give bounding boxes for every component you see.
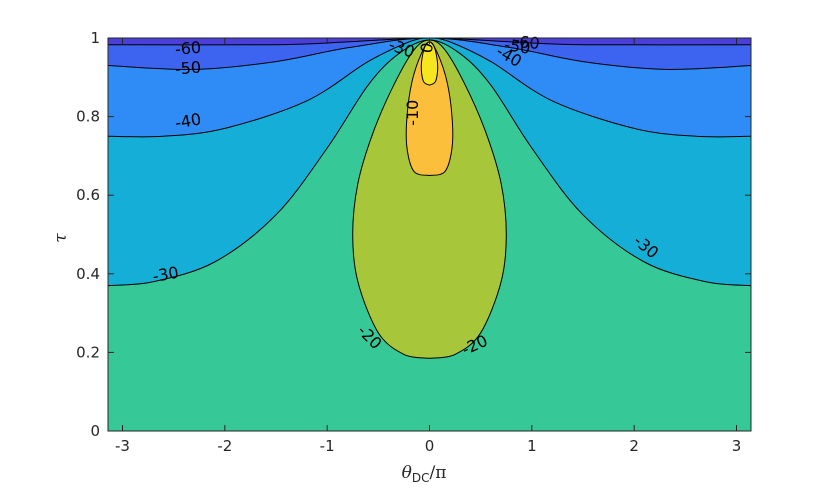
region-below-minus60 [108,38,751,45]
y-tick-label: 0.6 [76,186,100,204]
contour-label: -60 [174,38,202,59]
region-minus60-minus50 [108,38,751,70]
contour-line-minus60 [108,38,751,46]
y-tick-label: 0.2 [76,343,100,361]
x-axis-title-symbol: θ [402,463,412,483]
region-above-zero [421,41,438,86]
x-tick-label: -2 [217,437,232,455]
region-minus20-minus10 [352,40,507,359]
y-tick-label: 0.4 [76,265,100,283]
x-axis-ticks: -3 -2 -1 0 1 2 3 [115,38,741,455]
contour-label: 0 [417,41,437,54]
y-axis-ticks: 0 0.2 0.4 0.6 0.8 1 [76,29,751,440]
y-tick-label: 0.8 [76,108,100,126]
x-axis-title: θDC/π [402,463,447,485]
y-axis-title: τ [51,233,71,243]
x-tick-label: 3 [732,437,742,455]
contour-label: -50 [174,57,202,78]
x-axis-title-subscript: DC [412,471,430,485]
contour-lines [108,38,751,359]
contour-line-minus50 [108,38,751,70]
contour-label: -10 [403,100,422,126]
x-tick-label: 2 [629,437,639,455]
contour-label: -40 [174,109,203,132]
x-tick-label: -1 [320,437,335,455]
x-tick-label: 1 [527,437,537,455]
x-tick-label: -3 [115,437,130,455]
y-tick-label: 0 [90,422,100,440]
contour-label: -50 [503,35,532,58]
x-axis-title-suffix: /π [429,463,446,483]
contour-line-minus40 [108,38,751,138]
region-minus10-zero [406,41,453,176]
y-tick-label: 1 [90,29,100,47]
x-tick-label: 0 [425,437,435,455]
contour-label: -60 [513,32,541,53]
contour-label: -30 [151,263,180,286]
